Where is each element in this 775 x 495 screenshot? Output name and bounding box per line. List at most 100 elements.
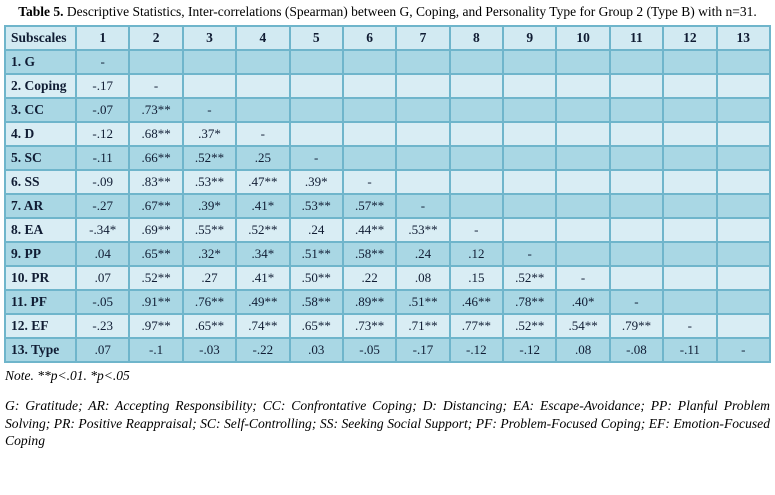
- correlation-cell: [395, 73, 451, 99]
- correlation-cell: .24: [288, 217, 344, 243]
- correlation-cell: .03: [288, 337, 344, 363]
- correlation-cell: [608, 49, 665, 75]
- correlation-cell: [501, 49, 558, 75]
- correlation-cell: .25: [235, 145, 291, 171]
- correlation-cell: [715, 145, 771, 171]
- row-label: 5. SC: [4, 145, 77, 171]
- column-header-9: 9: [501, 25, 558, 51]
- correlation-cell: .39*: [288, 169, 344, 195]
- correlation-cell: [608, 169, 665, 195]
- correlation-cell: .08: [395, 265, 451, 291]
- correlation-cell: [662, 169, 718, 195]
- correlation-cell: [608, 193, 665, 219]
- table-row: 11. PF -.05.91** .76** .49** .58** .89** .51**…: [4, 289, 771, 315]
- correlation-cell: -: [74, 49, 131, 75]
- correlation-cell: .39*: [181, 193, 238, 219]
- correlation-cell: .76**: [181, 289, 238, 315]
- correlation-cell: .65**: [128, 241, 184, 267]
- correlation-cell: [448, 169, 505, 195]
- correlation-cell: [662, 145, 718, 171]
- correlation-cell: .57**: [341, 193, 398, 219]
- correlation-cell: [715, 289, 771, 315]
- row-label: 6. SS: [4, 169, 77, 195]
- correlation-cell: .41*: [235, 265, 291, 291]
- correlation-cell: [555, 97, 611, 123]
- correlation-cell: .52**: [181, 145, 238, 171]
- correlation-cell: [715, 241, 771, 267]
- column-header-4: 4: [235, 25, 291, 51]
- correlation-cell: [288, 121, 344, 147]
- correlation-cell: .53**: [395, 217, 451, 243]
- correlation-cell: [501, 169, 558, 195]
- correlation-cell: [715, 121, 771, 147]
- correlation-cell: [608, 97, 665, 123]
- correlation-cell: [501, 97, 558, 123]
- correlation-cell: [448, 193, 505, 219]
- correlation-cell: .67**: [128, 193, 184, 219]
- correlation-cell: .54**: [555, 313, 611, 339]
- column-header-subscales: Subscales: [4, 25, 77, 51]
- column-header-11: 11: [608, 25, 665, 51]
- correlation-cell: -.11: [74, 145, 131, 171]
- row-label: 13. Type: [4, 337, 77, 363]
- correlation-cell: .44**: [341, 217, 398, 243]
- correlation-cell: .37*: [181, 121, 238, 147]
- table-caption-text: Descriptive Statistics, Inter-correlatio…: [66, 4, 757, 19]
- correlation-cell: -.12: [448, 337, 505, 363]
- correlation-cell: .53**: [288, 193, 344, 219]
- correlation-cell: [662, 193, 718, 219]
- correlation-cell: [501, 121, 558, 147]
- row-label: 11. PF: [4, 289, 77, 315]
- correlation-cell: .77**: [448, 313, 505, 339]
- correlation-cell: .47**: [235, 169, 291, 195]
- correlation-cell: .52**: [501, 313, 558, 339]
- correlation-cell: .12: [448, 241, 505, 267]
- correlation-cell: [235, 73, 291, 99]
- correlation-cell: -: [555, 265, 611, 291]
- column-header-8: 8: [448, 25, 505, 51]
- correlation-cell: .27: [181, 265, 238, 291]
- row-label: 1. G: [4, 49, 77, 75]
- correlation-cell: [501, 193, 558, 219]
- table-row: 4. D -.12.68** .37* -: [4, 121, 771, 147]
- correlation-cell: .34*: [235, 241, 291, 267]
- correlation-cell: -: [288, 145, 344, 171]
- table-row: 1. G-: [4, 49, 771, 75]
- correlation-cell: -.03: [181, 337, 238, 363]
- correlation-table: Subscales 1 2 3 4 5 6 7 8 9 10 11 12 13 1. G -2. Copin…: [4, 25, 771, 363]
- correlation-cell: [715, 97, 771, 123]
- column-header-12: 12: [662, 25, 718, 51]
- correlation-cell: [608, 241, 665, 267]
- table-header: Subscales 1 2 3 4 5 6 7 8 9 10 11 12 13: [4, 25, 771, 51]
- correlation-cell: -: [608, 289, 665, 315]
- correlation-cell: [608, 265, 665, 291]
- correlation-cell: [662, 97, 718, 123]
- table-row: 9. PP .04.65** .32* .34* .51** .58** .24.12-: [4, 241, 771, 267]
- correlation-cell: [555, 49, 611, 75]
- table-row: 6. SS -.09.83** .53** .47** .39* -: [4, 169, 771, 195]
- correlation-cell: -.07: [74, 97, 131, 123]
- correlation-cell: [395, 145, 451, 171]
- correlation-cell: .65**: [288, 313, 344, 339]
- correlation-cell: .65**: [181, 313, 238, 339]
- correlation-cell: [181, 73, 238, 99]
- correlation-cell: [715, 313, 771, 339]
- correlation-cell: .58**: [341, 241, 398, 267]
- row-label: 8. EA: [4, 217, 77, 243]
- correlation-cell: [448, 73, 505, 99]
- header-row: Subscales 1 2 3 4 5 6 7 8 9 10 11 12 13: [4, 25, 771, 51]
- correlation-cell: -.27: [74, 193, 131, 219]
- correlation-cell: .52**: [501, 265, 558, 291]
- column-header-10: 10: [555, 25, 611, 51]
- correlation-cell: [128, 49, 184, 75]
- correlation-cell: -: [128, 73, 184, 99]
- correlation-cell: [448, 49, 505, 75]
- correlation-cell: .89**: [341, 289, 398, 315]
- correlation-cell: [662, 73, 718, 99]
- correlation-cell: .58**: [288, 289, 344, 315]
- correlation-cell: -.05: [341, 337, 398, 363]
- row-label: 12. EF: [4, 313, 77, 339]
- correlation-cell: [555, 193, 611, 219]
- correlation-cell: [555, 217, 611, 243]
